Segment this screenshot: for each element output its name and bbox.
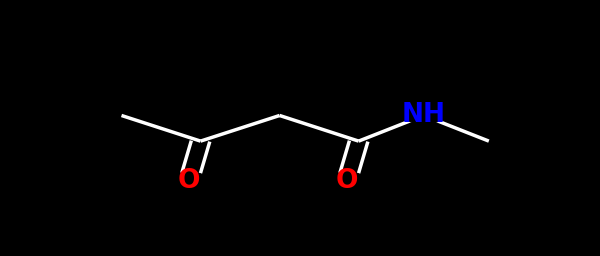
Circle shape bbox=[404, 107, 443, 124]
Circle shape bbox=[169, 172, 208, 189]
Circle shape bbox=[328, 172, 367, 189]
Text: NH: NH bbox=[402, 102, 446, 129]
Text: O: O bbox=[336, 167, 358, 194]
Text: O: O bbox=[178, 167, 200, 194]
